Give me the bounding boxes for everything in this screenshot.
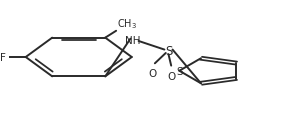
Text: CH$_3$: CH$_3$ xyxy=(118,17,138,31)
Text: NH: NH xyxy=(125,36,141,45)
Text: O: O xyxy=(148,68,156,78)
Text: S: S xyxy=(165,45,172,58)
Text: F: F xyxy=(0,53,6,62)
Text: O: O xyxy=(167,72,175,82)
Text: S: S xyxy=(176,66,183,76)
